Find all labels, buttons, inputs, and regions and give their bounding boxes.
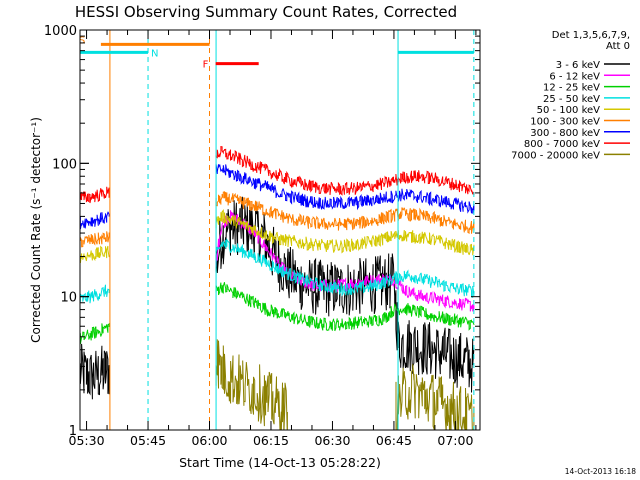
- axes: 1 10 100 1000 05:30 05:45 06:00 06:15 06:30 06:45…: [44, 24, 481, 448]
- y-tick-label: 1000: [44, 24, 77, 39]
- plot-clip-group: [80, 30, 475, 430]
- x-axis-label: Start Time (14-Oct-13 05:28:22): [179, 455, 381, 470]
- flag-label-s: S: [79, 35, 85, 46]
- series-trace-6-12-kev-0: [215, 210, 475, 312]
- generated-timestamp: 14-Oct-2013 16:18: [565, 467, 636, 476]
- series-trace-12-25-kev-1: [215, 282, 475, 332]
- legend-label: 800 - 7000 keV: [524, 139, 600, 150]
- legend-label: 7000 - 20000 keV: [511, 150, 600, 161]
- y-tick-label: 10: [60, 291, 77, 306]
- chart-title: HESSI Observing Summary Count Rates, Cor…: [75, 3, 457, 21]
- x-tick-label: 06:30: [314, 433, 350, 448]
- plot-area: S N F: [79, 30, 475, 430]
- series-trace-3-6-kev-0: [80, 343, 110, 400]
- flag-label-n: N: [151, 48, 158, 59]
- x-tick-label: 06:15: [253, 433, 289, 448]
- legend-header-line: Att 0: [606, 41, 630, 52]
- legend-label: 3 - 6 keV: [556, 60, 600, 71]
- legend-label: 12 - 25 keV: [543, 83, 600, 94]
- x-tick-label: 06:00: [191, 433, 227, 448]
- legend-label: 100 - 300 keV: [530, 117, 600, 128]
- series-trace-100-300-kev-0: [80, 231, 110, 248]
- series-trace-25-50-kev-0: [80, 284, 110, 304]
- x-tick-label: 05:30: [69, 433, 105, 448]
- series-trace-300-800-kev-1: [215, 164, 475, 214]
- plot-frame: [79, 29, 481, 431]
- y-axis-label: Corrected Count Rate (s⁻¹ detector⁻¹): [29, 117, 43, 343]
- legend-label: 300 - 800 keV: [530, 128, 600, 139]
- series-trace-7000-20000-kev-0: [215, 339, 288, 430]
- flag-label-f: F: [203, 60, 209, 71]
- series-trace-50-100-kev-0: [80, 245, 110, 264]
- legend-label: 25 - 50 keV: [543, 94, 600, 105]
- series-trace-100-300-kev-1: [215, 191, 475, 235]
- y-tick-label: 100: [52, 157, 77, 172]
- legend-label: 50 - 100 keV: [537, 105, 601, 116]
- series-trace-800-7000-kev-0: [80, 186, 110, 204]
- y-tick-label: 1: [69, 424, 77, 439]
- x-tick-label: 05:45: [130, 433, 166, 448]
- series-trace-12-25-kev-0: [80, 322, 110, 344]
- series-trace-7000-20000-kev-1: [395, 364, 475, 430]
- series-trace-50-100-kev-1: [215, 209, 475, 256]
- series-trace-25-50-kev-1: [215, 238, 475, 298]
- series-trace-800-7000-kev-1: [215, 146, 475, 196]
- x-tick-label: 07:00: [437, 433, 473, 448]
- x-tick-label: 06:45: [376, 433, 412, 448]
- legend-label: 6 - 12 keV: [549, 71, 600, 82]
- legend-header-line: Det 1,3,5,6,7,9,: [552, 30, 630, 41]
- series-trace-300-800-kev-0: [80, 211, 110, 230]
